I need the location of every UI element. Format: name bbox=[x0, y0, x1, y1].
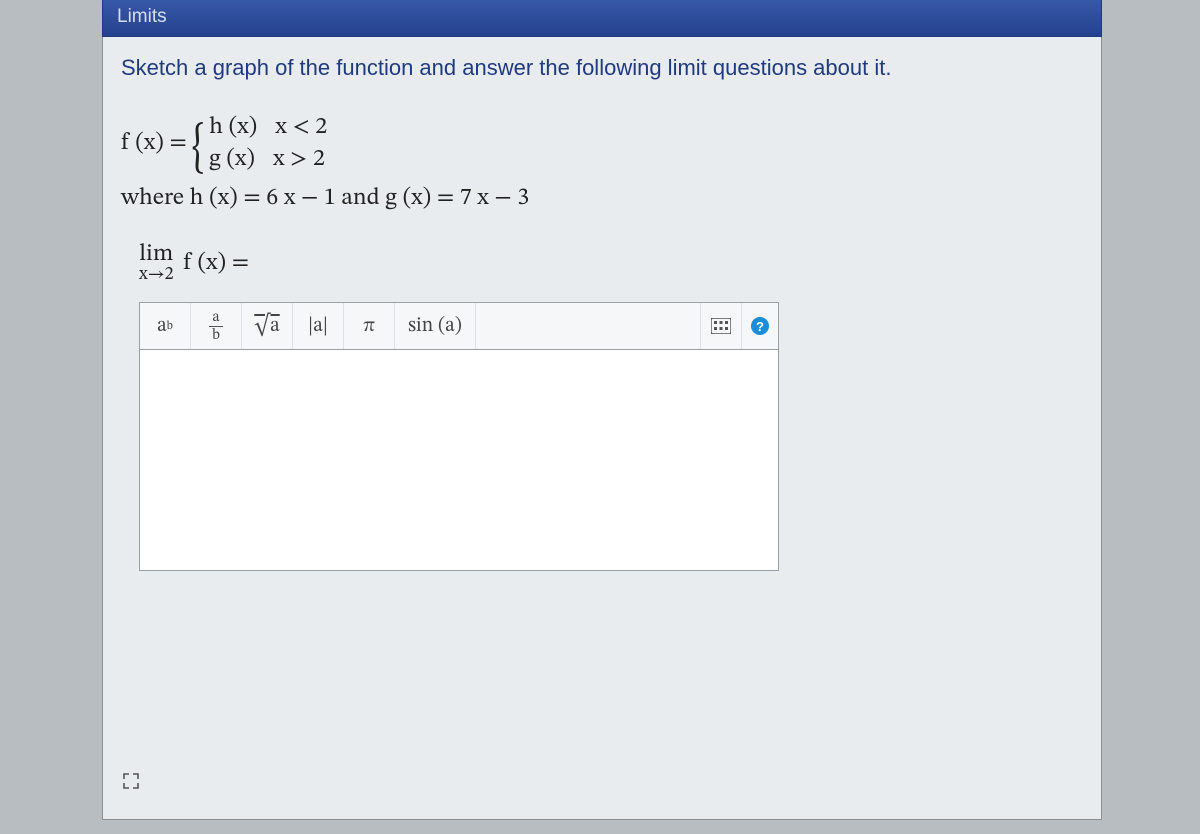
tool-sqrt[interactable]: √a bbox=[242, 303, 293, 349]
case1-expr: h (x) bbox=[209, 111, 257, 143]
tool-keypad[interactable] bbox=[701, 303, 742, 349]
case1-cond: x < 2 bbox=[275, 111, 327, 143]
expand-icon[interactable] bbox=[121, 771, 141, 791]
equation-editor: ab a b √a |a| π sin (a) bbox=[139, 302, 779, 571]
tool-fraction[interactable]: a b bbox=[191, 303, 242, 349]
section-header: Limits bbox=[102, 0, 1102, 37]
answer-input[interactable] bbox=[139, 350, 779, 571]
where-line: where h (x) = 6 x − 1 and g (x) = 7 x − … bbox=[121, 182, 1083, 214]
tool-pi[interactable]: π bbox=[344, 303, 395, 349]
section-title: Limits bbox=[117, 6, 167, 27]
brace-icon: { bbox=[192, 129, 205, 169]
keypad-icon bbox=[711, 318, 731, 334]
help-icon: ? bbox=[751, 317, 769, 335]
case2-expr: g (x) bbox=[209, 143, 255, 175]
tool-power[interactable]: ab bbox=[140, 303, 191, 349]
question-body: Sketch a graph of the function and answe… bbox=[102, 37, 1102, 820]
tool-trig[interactable]: sin (a) bbox=[395, 303, 476, 349]
piecewise-definition: f (x) = { h (x) x < 2 g (x) x > 2 where … bbox=[121, 111, 1083, 284]
limit-question: lim x→2 f (x) = bbox=[139, 242, 1083, 284]
tool-help[interactable]: ? bbox=[742, 303, 778, 349]
tool-abs[interactable]: |a| bbox=[293, 303, 344, 349]
case2-cond: x > 2 bbox=[273, 143, 325, 175]
limit-operator: lim x→2 bbox=[139, 242, 174, 284]
piecewise-lhs: f (x) = bbox=[121, 127, 187, 159]
question-prompt: Sketch a graph of the function and answe… bbox=[121, 55, 1083, 81]
editor-toolbar: ab a b √a |a| π sin (a) bbox=[139, 302, 779, 350]
limit-expression: f (x) = bbox=[183, 251, 249, 275]
toolbar-spacer bbox=[476, 303, 701, 349]
